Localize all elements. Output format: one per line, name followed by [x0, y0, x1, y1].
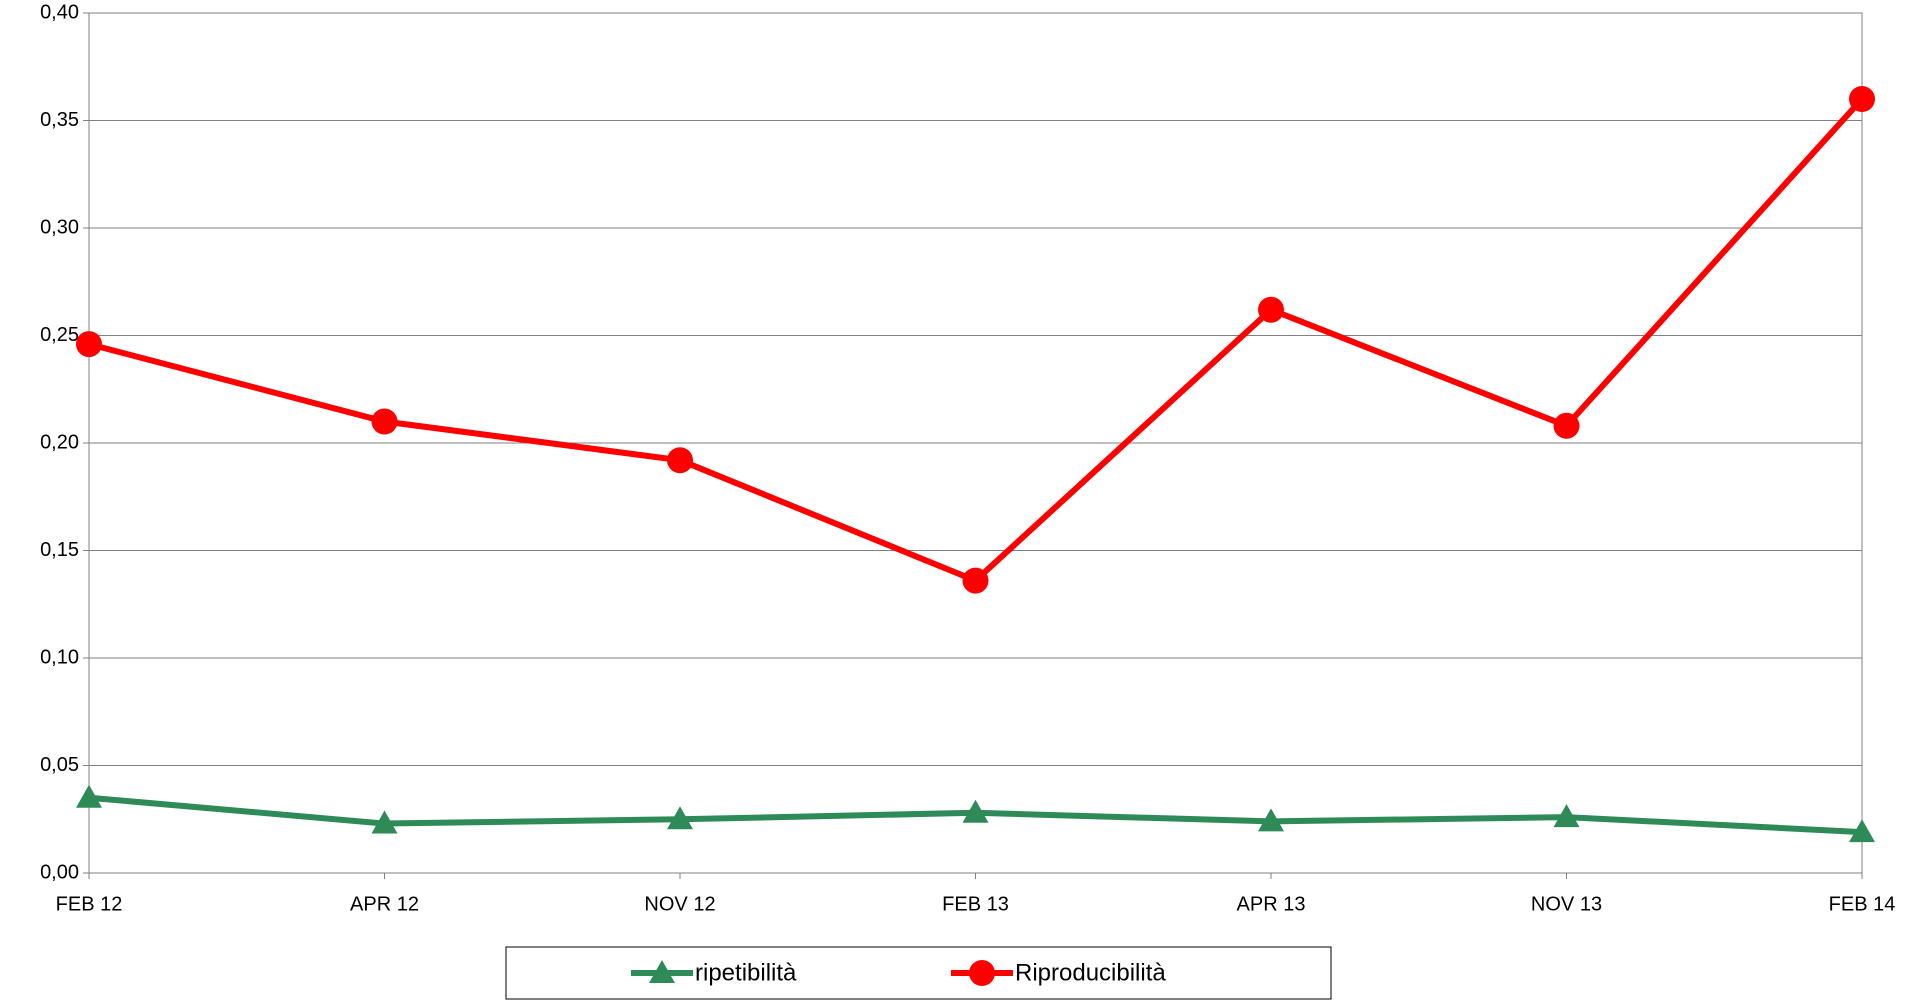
x-tick-label: APR 13 — [1237, 893, 1306, 915]
x-tick-label: FEB 13 — [942, 893, 1009, 915]
x-tick-label: APR 12 — [350, 893, 419, 915]
data-point — [962, 567, 989, 594]
y-tick-label: 0,00 — [40, 861, 79, 883]
data-point — [76, 784, 102, 808]
legend-label: Riproducibilità — [1015, 959, 1166, 986]
y-tick-label: 0,25 — [40, 324, 79, 346]
x-tick-label: NOV 12 — [644, 893, 715, 915]
data-point — [371, 408, 398, 435]
data-point — [1849, 86, 1875, 112]
x-tick-label: FEB 12 — [56, 893, 123, 915]
x-tick-label: NOV 13 — [1531, 893, 1602, 915]
x-tick-label: FEB 14 — [1829, 893, 1896, 915]
data-point — [962, 799, 989, 823]
y-tick-label: 0,20 — [40, 431, 79, 453]
data-point — [1553, 804, 1580, 828]
legend-box — [505, 946, 1332, 1000]
data-point — [1258, 808, 1284, 832]
data-point — [371, 810, 398, 834]
y-tick-label: 0,40 — [40, 1, 79, 23]
data-point — [667, 806, 693, 830]
data-point — [667, 447, 693, 474]
legend-marker — [969, 960, 995, 986]
data-point — [1849, 819, 1875, 843]
data-point — [76, 331, 102, 358]
legend-label: ripetibilità — [695, 959, 797, 986]
legend-marker — [649, 960, 675, 983]
y-tick-label: 0,15 — [40, 539, 79, 561]
y-tick-label: 0,35 — [40, 109, 79, 131]
data-point — [1553, 412, 1580, 439]
y-tick-label: 0,30 — [40, 216, 79, 238]
y-tick-label: 0,10 — [40, 646, 79, 668]
data-point — [1258, 296, 1284, 323]
y-tick-label: 0,05 — [40, 754, 79, 776]
